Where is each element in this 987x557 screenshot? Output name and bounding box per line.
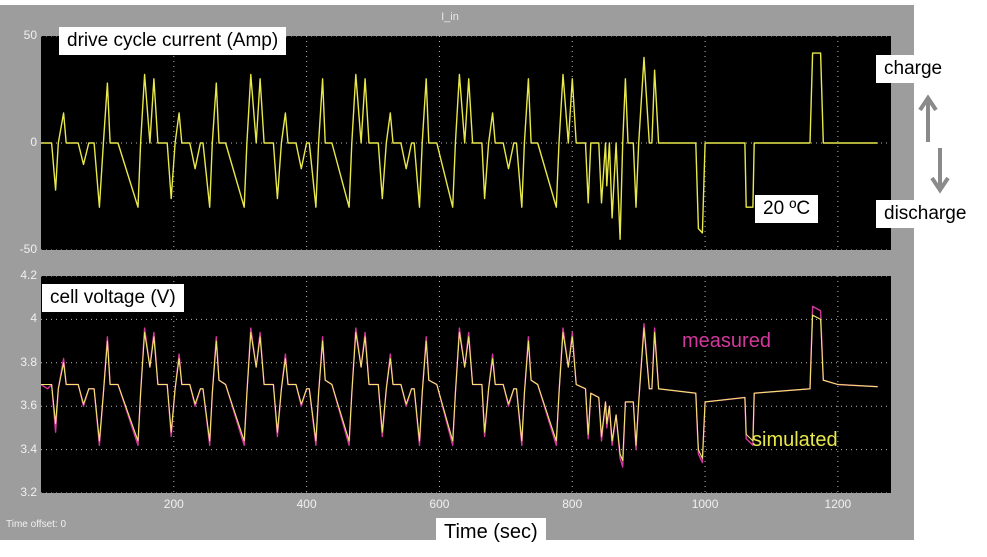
y-tick-label: 3.6 bbox=[20, 398, 37, 413]
charge-discharge-arrows bbox=[918, 94, 950, 194]
scope-window: I_in Time offset: 0 50 0 -50 4.2 4 3.8 3.6 3.4 3… bbox=[0, 5, 914, 540]
current-axes bbox=[41, 36, 891, 250]
y-tick-label: 4.2 bbox=[20, 268, 37, 282]
y-tick-label: 50 bbox=[23, 28, 37, 42]
arrow-down-icon bbox=[930, 148, 950, 194]
measured-series-label: measured bbox=[682, 330, 771, 352]
x-tick-label: 1200 bbox=[824, 497, 852, 511]
scope-title: I_in bbox=[441, 11, 459, 23]
time-offset-readout: Time offset: 0 bbox=[6, 519, 67, 530]
current-plot bbox=[41, 36, 891, 250]
y-tick-label: 3.8 bbox=[20, 354, 37, 369]
y-tick-label: -50 bbox=[19, 242, 37, 256]
voltage-axes bbox=[41, 276, 891, 493]
arrow-up-icon bbox=[918, 94, 938, 142]
y-tick-label: 0 bbox=[30, 135, 37, 149]
current-line bbox=[41, 52, 878, 241]
x-tick-label: 800 bbox=[562, 497, 583, 511]
y-tick-label: 4 bbox=[30, 311, 37, 326]
charge-label: charge bbox=[876, 55, 951, 83]
voltage-title: cell voltage (V) bbox=[42, 284, 184, 312]
x-tick-label: 1000 bbox=[691, 497, 719, 511]
x-tick-label: 200 bbox=[163, 497, 184, 511]
x-tick-label: 400 bbox=[296, 497, 317, 511]
y-tick-label: 3.2 bbox=[20, 485, 37, 499]
discharge-label: discharge bbox=[876, 200, 975, 228]
x-axis-label: Time (sec) bbox=[436, 518, 546, 547]
simulated-series-label: simulated bbox=[752, 429, 838, 451]
current-title: drive cycle current (Amp) bbox=[59, 27, 287, 55]
y-tick-label: 3.4 bbox=[20, 441, 37, 456]
x-tick-label: 600 bbox=[429, 497, 450, 511]
voltage-plot bbox=[41, 276, 891, 493]
simulated-line bbox=[41, 314, 878, 462]
temperature-label: 20 ºC bbox=[755, 195, 819, 223]
